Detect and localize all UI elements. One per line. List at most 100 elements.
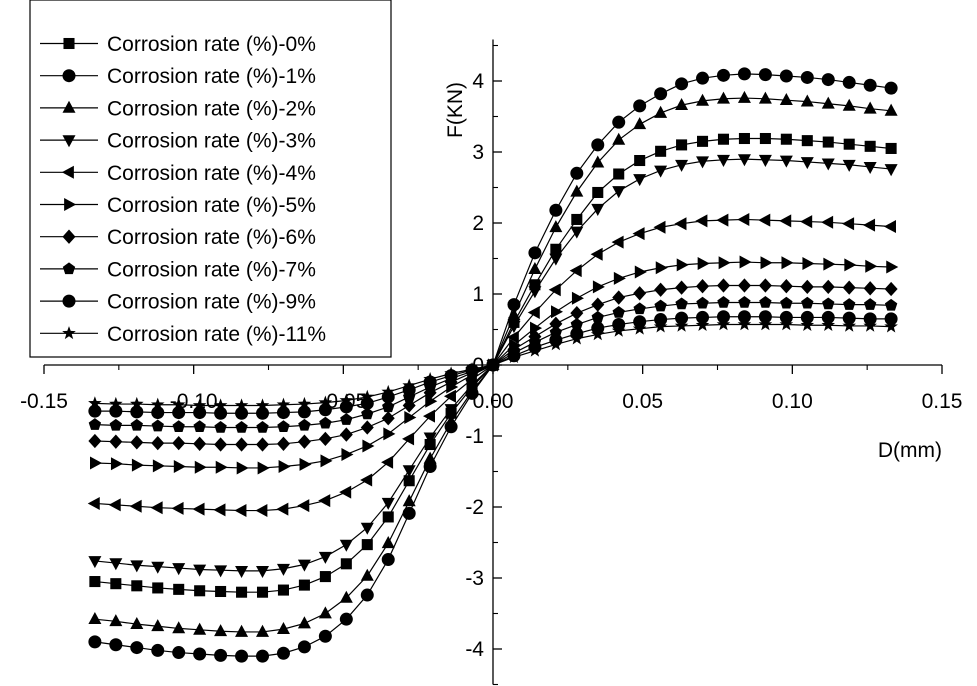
data-point [194, 460, 207, 474]
data-point [130, 617, 144, 630]
data-point [194, 585, 206, 597]
data-point [214, 648, 228, 662]
data-point [256, 437, 270, 452]
data-point [821, 279, 835, 295]
data-point [381, 536, 395, 549]
data-point [675, 311, 689, 325]
data-point [360, 473, 373, 487]
data-point [612, 132, 626, 145]
data-point [319, 416, 332, 429]
data-point [297, 434, 311, 449]
data-point [297, 616, 311, 629]
data-point [591, 155, 605, 168]
data-point [257, 461, 270, 475]
data-point [695, 214, 708, 228]
data-point [802, 256, 815, 270]
data-point [779, 317, 794, 331]
data-point [863, 318, 877, 332]
legend-entry: Corrosion rate (%)-2% [40, 97, 316, 120]
data-point [530, 321, 543, 335]
x-tick-label: 0.10 [772, 390, 813, 413]
data-point [172, 435, 186, 451]
series-3 [88, 154, 898, 579]
data-point [109, 434, 123, 449]
data-point [843, 138, 855, 150]
y-tick-label: -1 [465, 425, 484, 448]
data-point [507, 321, 521, 334]
data-point [339, 427, 353, 442]
data-point [88, 404, 102, 418]
data-point [193, 647, 207, 661]
data-point [88, 418, 102, 430]
data-point [171, 501, 184, 515]
series-layer [87, 67, 899, 663]
data-point [381, 497, 395, 510]
data-point [842, 98, 856, 111]
data-point [822, 297, 835, 310]
data-point [129, 396, 144, 410]
data-point [214, 406, 228, 420]
data-point [800, 318, 815, 332]
axes: -0.15-0.10-0.050.000.050.100.15-4-3-2-10… [20, 39, 962, 686]
data-point [611, 235, 624, 249]
data-point [549, 253, 563, 266]
data-point [821, 310, 835, 324]
data-point [130, 641, 144, 655]
data-point [696, 156, 710, 169]
legend: Corrosion rate (%)-0% Corrosion rate (%)-… [29, 0, 392, 358]
y-tick-label: 3 [472, 141, 484, 164]
data-point [362, 439, 375, 453]
data-point [718, 256, 731, 270]
data-point [90, 456, 103, 470]
data-point [570, 331, 584, 345]
legend-label: Corrosion rate (%)-0% [107, 33, 316, 56]
data-point [654, 105, 668, 118]
data-point [591, 310, 604, 323]
legend-marker [62, 229, 76, 244]
y-tick-label: -3 [465, 567, 484, 590]
data-point [339, 485, 352, 499]
legend-entry: Corrosion rate (%)-7% [40, 258, 316, 281]
data-point [570, 306, 584, 321]
data-point [340, 558, 352, 570]
data-point [361, 407, 374, 420]
data-point [676, 258, 689, 272]
data-point [800, 157, 814, 170]
data-point [591, 203, 605, 216]
data-point [276, 646, 290, 660]
data-point [759, 296, 772, 308]
data-point [800, 310, 814, 324]
data-point [381, 455, 394, 469]
series-6 [88, 278, 898, 452]
data-point [235, 420, 248, 433]
data-point [632, 321, 647, 335]
data-point [884, 164, 898, 177]
data-point [276, 621, 290, 634]
data-point [193, 622, 207, 635]
data-point [318, 395, 333, 409]
legend-marker [63, 37, 75, 50]
data-point [675, 280, 689, 295]
data-point [298, 579, 310, 591]
x-tick-label: -0.15 [20, 390, 68, 413]
data-point [214, 437, 228, 452]
data-point [236, 461, 249, 475]
data-point [758, 68, 772, 82]
data-point [612, 115, 626, 129]
data-point [863, 298, 877, 310]
data-point [842, 280, 856, 295]
data-point [215, 460, 228, 474]
data-point [884, 81, 898, 95]
data-point [821, 318, 836, 332]
data-point [213, 398, 228, 412]
data-point [381, 390, 395, 404]
legend-label: Corrosion rate (%)-2% [107, 97, 316, 120]
data-point [779, 155, 793, 168]
legend-entry: Corrosion rate (%)-11% [40, 323, 326, 346]
data-point [277, 584, 289, 596]
data-point [779, 93, 793, 106]
data-point [130, 418, 143, 431]
data-point [592, 280, 605, 294]
data-point [570, 184, 584, 197]
data-point [842, 217, 855, 231]
